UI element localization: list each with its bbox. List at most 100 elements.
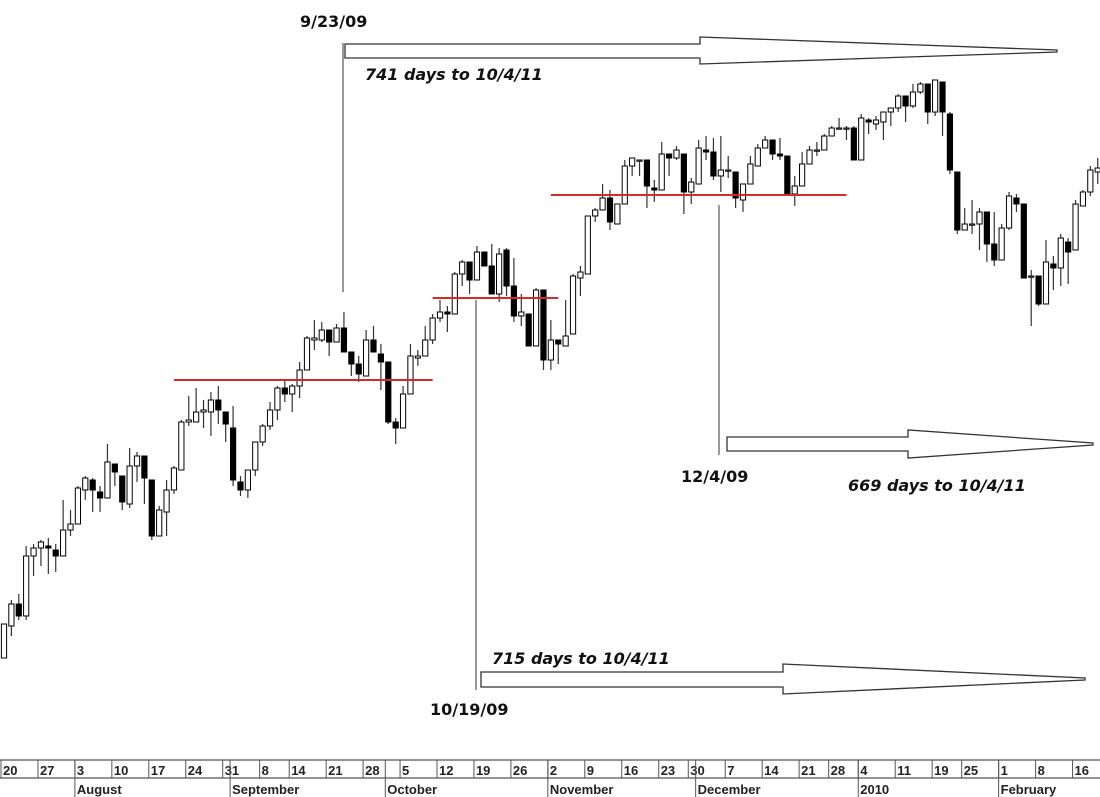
candle (784, 155, 791, 195)
candle-body-down (148, 479, 155, 537)
candle (444, 306, 451, 332)
candle (74, 486, 82, 525)
candle-body-down (222, 411, 229, 425)
candle-body-down (326, 329, 333, 343)
week-tick-label: 17 (151, 763, 165, 778)
candle (843, 126, 850, 140)
candle-body-up (636, 159, 643, 162)
candle-body-down (111, 463, 118, 473)
candle-body-down (1013, 197, 1020, 205)
candle-body-up (23, 555, 30, 617)
candle-body-down (15, 603, 22, 617)
candle (392, 418, 399, 444)
candle (266, 402, 274, 430)
candle (303, 336, 311, 371)
candle-body-down (340, 327, 348, 353)
candle (178, 420, 185, 471)
candle (422, 326, 429, 357)
candle-body-up (1028, 275, 1035, 278)
candle (466, 261, 473, 294)
candle-body-down (946, 113, 954, 171)
candle (311, 320, 318, 350)
candle (414, 350, 421, 366)
candle-body-up (473, 251, 481, 281)
candle-body-up (532, 289, 540, 347)
candle (850, 126, 857, 161)
candle (481, 251, 488, 267)
candle (865, 118, 872, 134)
candle (1035, 275, 1042, 306)
candle (606, 190, 614, 230)
candle (281, 380, 288, 402)
candle (111, 463, 118, 486)
candle-body-up (133, 455, 141, 467)
week-tick-label: 1 (1001, 763, 1008, 778)
candle-body-up (1079, 191, 1087, 207)
candle (52, 544, 59, 572)
candle (1013, 194, 1020, 212)
candle (119, 475, 126, 510)
candle-body-down (355, 363, 362, 375)
candle-body-down (924, 83, 931, 113)
candle (880, 111, 887, 140)
candle (917, 82, 924, 94)
week-tick-label: 26 (513, 763, 527, 778)
candle-body-up (813, 149, 820, 152)
candle (37, 540, 45, 566)
candle (318, 322, 325, 342)
candle (1057, 234, 1064, 286)
candle (695, 140, 702, 185)
candle-body-up (717, 169, 724, 177)
candle (141, 455, 148, 504)
candle (126, 448, 133, 508)
candle-body-up (37, 541, 45, 549)
week-tick-label: 28 (365, 763, 379, 778)
candle-body-up (0, 623, 8, 659)
candle (377, 344, 384, 390)
candle-body-down (702, 149, 710, 153)
candle (858, 114, 865, 161)
arrow-right-icon (480, 663, 1086, 695)
candle (776, 138, 784, 160)
candle-body-up (333, 327, 340, 343)
candle-body-down (983, 211, 990, 245)
candle (599, 184, 606, 211)
candle-body-up (244, 469, 251, 491)
week-tick-label: 11 (897, 763, 911, 778)
candle (813, 142, 820, 156)
candle-body-up (459, 261, 466, 275)
candle (739, 183, 747, 212)
candle-body-up (363, 339, 370, 377)
candle-body-down (1065, 241, 1072, 253)
candle (348, 351, 355, 376)
candle (459, 260, 466, 286)
candle-body-up (858, 117, 865, 161)
candle-body-up (592, 209, 599, 217)
candle-body-down (643, 159, 651, 187)
month-tick-label: December (698, 782, 761, 797)
candle-body-down (555, 339, 562, 345)
candle-body-up (569, 275, 577, 335)
candle (193, 388, 200, 423)
month-tick-label: August (77, 782, 122, 797)
week-tick-label: 9 (587, 763, 594, 778)
candle (525, 313, 532, 347)
candle-body-down (939, 81, 946, 113)
week-tick-label: 25 (964, 763, 978, 778)
candle-body-up (872, 119, 880, 125)
candle-body-up (185, 419, 192, 423)
candle (569, 274, 577, 335)
candle-body-down (776, 153, 784, 157)
candle-body-down (119, 475, 126, 503)
candle-body-up (207, 399, 215, 413)
week-tick-label: 2 (550, 763, 557, 778)
candle (215, 386, 222, 424)
candle (710, 138, 717, 180)
candle-body-up (961, 223, 968, 231)
candle-body-up (799, 163, 806, 187)
month-tick-label: November (550, 782, 614, 797)
candle (259, 424, 266, 446)
candle (725, 156, 732, 178)
candle-body-up (725, 169, 732, 172)
candle (976, 208, 983, 250)
